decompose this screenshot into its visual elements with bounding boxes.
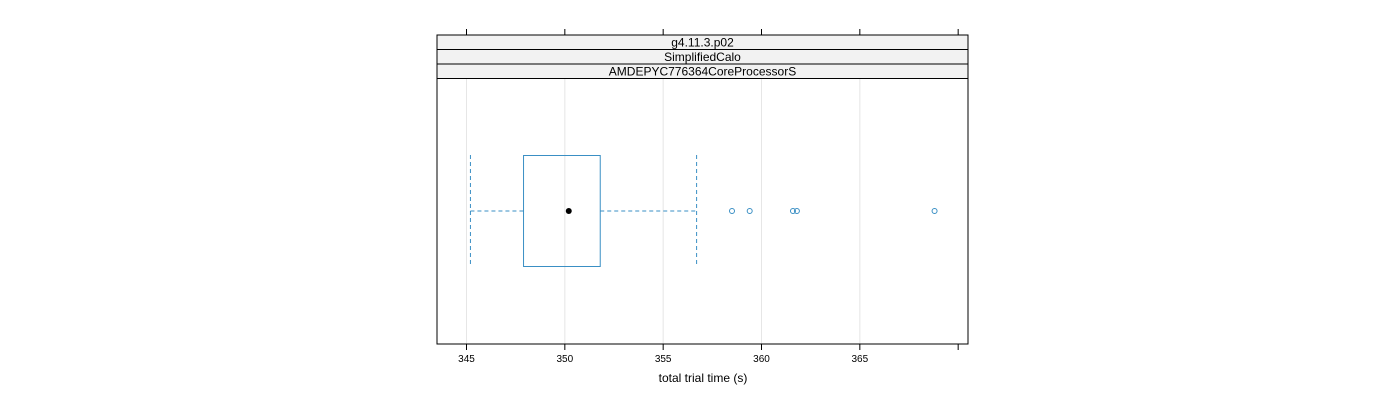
outlier-layer — [729, 208, 938, 214]
x-tick-label-2: 355 — [655, 354, 672, 365]
panel-border — [436, 34, 969, 345]
box-layer — [469, 155, 698, 267]
x-axis-title: total trial time (s) — [659, 371, 748, 385]
strip-label-1: SimplifiedCalo — [664, 50, 741, 64]
strip-label-2: AMDEPYC776364CoreProcessorS — [609, 65, 796, 79]
axis-layer: 345 350 355 360 365 — [458, 29, 959, 365]
median-dot — [565, 208, 572, 214]
x-tick-label-4: 365 — [851, 354, 868, 365]
outlier-point-3 — [793, 208, 800, 214]
strip-label-0: g4.11.3.p02 — [671, 36, 734, 50]
x-tick-label-1: 350 — [556, 354, 573, 365]
outlier-point-2 — [789, 208, 796, 214]
outlier-point-4 — [931, 208, 938, 214]
iqr-box — [523, 155, 601, 267]
x-tick-label-0: 345 — [458, 354, 475, 365]
panel-grid — [466, 78, 861, 344]
strip-layer: g4.11.3.p02SimplifiedCaloAMDEPYC776364Co… — [436, 34, 969, 79]
outlier-point-0 — [729, 208, 735, 214]
x-tick-label-3: 360 — [753, 354, 770, 365]
outlier-point-1 — [746, 208, 753, 214]
